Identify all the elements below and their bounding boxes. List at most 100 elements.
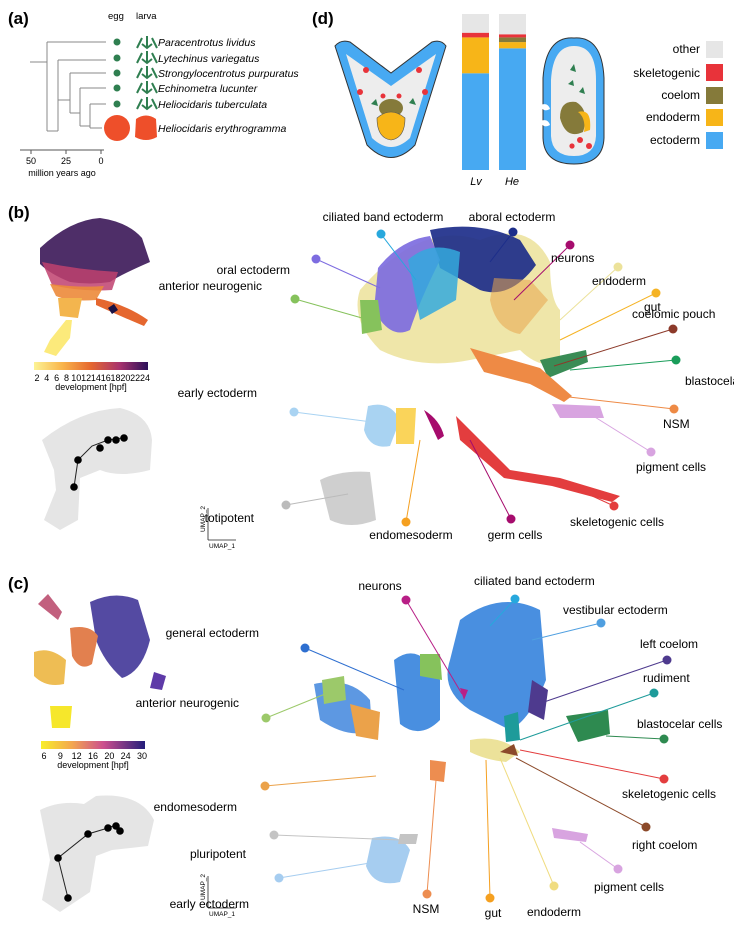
callout-leader: [543, 659, 668, 703]
callout-dot: [565, 240, 575, 250]
cluster-label: coelomic pouch: [632, 307, 715, 321]
callout-dot: [649, 688, 659, 698]
callout-dot: [261, 713, 271, 723]
callout-leader: [569, 359, 677, 371]
axis-tick: 0: [98, 156, 103, 166]
bar-segment-he-endoderm: [499, 42, 526, 49]
callout-leader: [519, 692, 655, 741]
callout-dot: [401, 517, 411, 527]
species-name: Heliocidaris tuberculata: [158, 99, 267, 111]
colorbar-tick: 4: [44, 373, 49, 383]
callout-leader: [489, 598, 516, 627]
umap-scatter-b: [320, 226, 620, 525]
time-colorbar: [41, 741, 145, 749]
callout-dot: [376, 229, 386, 239]
callout-leader: [559, 395, 675, 410]
pluteus-icon: [136, 97, 158, 111]
cluster-label: ciliated band ectoderm: [474, 574, 595, 588]
egg-icons: [104, 38, 130, 141]
species-name: Strongylocentrotus purpuratus: [158, 68, 299, 80]
callout-dot: [510, 594, 520, 604]
cluster-callouts-b: ciliated band ectoderm aboral ectoderm neu…: [159, 210, 734, 542]
cluster-label: early ectoderm: [170, 897, 249, 911]
callout-leader: [293, 411, 373, 423]
egg-icon: [113, 84, 121, 92]
legend-swatch-coelom: [706, 87, 723, 104]
callout-dot: [311, 254, 321, 264]
species-name: Heliocidaris erythrogramma: [158, 123, 287, 135]
panel-c-label: (c): [8, 574, 29, 593]
trajectory-umap-c: [40, 795, 154, 912]
phylogenetic-tree: [30, 41, 106, 132]
egg-icon: [113, 69, 121, 77]
colorbar-tick: 14: [91, 373, 101, 383]
callout-dot: [659, 734, 669, 744]
callout-leader: [380, 233, 417, 281]
callout-leader: [273, 834, 401, 841]
species-name: Paracentrotus lividus: [158, 37, 256, 49]
cluster-label: blastocelar cells: [685, 374, 734, 388]
larva-icons: [136, 36, 158, 111]
umap-axes-c: UMAP_2 UMAP_1: [200, 874, 236, 918]
callout-dot: [506, 514, 516, 524]
bar-segment-lv-ectoderm: [462, 73, 489, 170]
cluster-label: left coelom: [640, 637, 698, 651]
callout-leader: [559, 266, 619, 321]
umap-scatter-c: [314, 602, 610, 884]
pluteus-icon: [136, 36, 158, 50]
larva-header: larva: [136, 11, 157, 22]
time-umap-b: [40, 218, 150, 356]
direct-larva-icon: [135, 115, 157, 140]
callout-leader: [294, 298, 363, 319]
colorbar-label: development [hpf]: [57, 760, 129, 770]
colorbar-label: development [hpf]: [55, 382, 127, 392]
legend-label-skeletogenic: skeletogenic: [633, 66, 700, 80]
axis-tick: 25: [61, 156, 71, 166]
colorbar-tick: 12: [72, 751, 82, 761]
cluster-label: NSM: [663, 417, 690, 431]
panel-a-label: (a): [8, 9, 29, 28]
callout-leader: [285, 493, 349, 506]
pluteus-icon: [136, 51, 158, 65]
colorbar-tick: 9: [58, 751, 63, 761]
cluster-label: skeletogenic cells: [570, 515, 664, 529]
bar-segment-lv-endoderm: [462, 37, 489, 74]
colorbar-tick: 12: [81, 373, 91, 383]
direct-larva-diagram: [540, 37, 605, 165]
egg-icon: [113, 54, 121, 62]
cluster-label: NSM: [413, 902, 440, 916]
callout-dot: [671, 355, 681, 365]
callout-dot: [422, 889, 432, 899]
legend-swatch-endoderm: [706, 109, 723, 126]
umap-y-label: UMAP_2: [200, 874, 207, 900]
callout-dot: [662, 655, 672, 665]
panel-b-label: (b): [8, 203, 30, 222]
panel-d-label: (d): [312, 9, 334, 28]
umap-axes-b: UMAP_2 UMAP_1: [200, 506, 236, 550]
cluster-label: pluripotent: [190, 847, 247, 861]
cluster-label: neurons: [358, 579, 401, 593]
gut-shape: [376, 111, 406, 141]
colorbar-tick: 22: [130, 373, 140, 383]
callout-leader: [489, 231, 514, 263]
callout-leader: [264, 775, 377, 787]
cluster-label: anterior neurogenic: [136, 696, 239, 710]
cluster-label: rudiment: [643, 671, 690, 685]
callout-dot: [659, 774, 669, 784]
pluteus-icon: [136, 81, 158, 95]
bar-label-he: He: [505, 176, 519, 188]
colorbar-tick: 16: [88, 751, 98, 761]
cluster-label: ciliated band ectoderm: [323, 210, 444, 224]
coelom-shape: [379, 99, 403, 117]
colorbar-tick: 2: [34, 373, 39, 383]
cluster-label: general ectoderm: [166, 626, 259, 640]
colorbar-tick: 30: [137, 751, 147, 761]
species-name: Lytechinus variegatus: [158, 53, 260, 65]
cluster-label: oral ectoderm: [217, 263, 290, 277]
colorbar-tick: 20: [104, 751, 114, 761]
cluster-callouts-c: neurons ciliated band ectoderm vestibular …: [136, 574, 723, 920]
callout-dot: [613, 864, 623, 874]
bar-label-lv: Lv: [470, 176, 483, 188]
cluster-label: early ectoderm: [178, 386, 257, 400]
umap-y-label: UMAP_2: [200, 506, 207, 532]
